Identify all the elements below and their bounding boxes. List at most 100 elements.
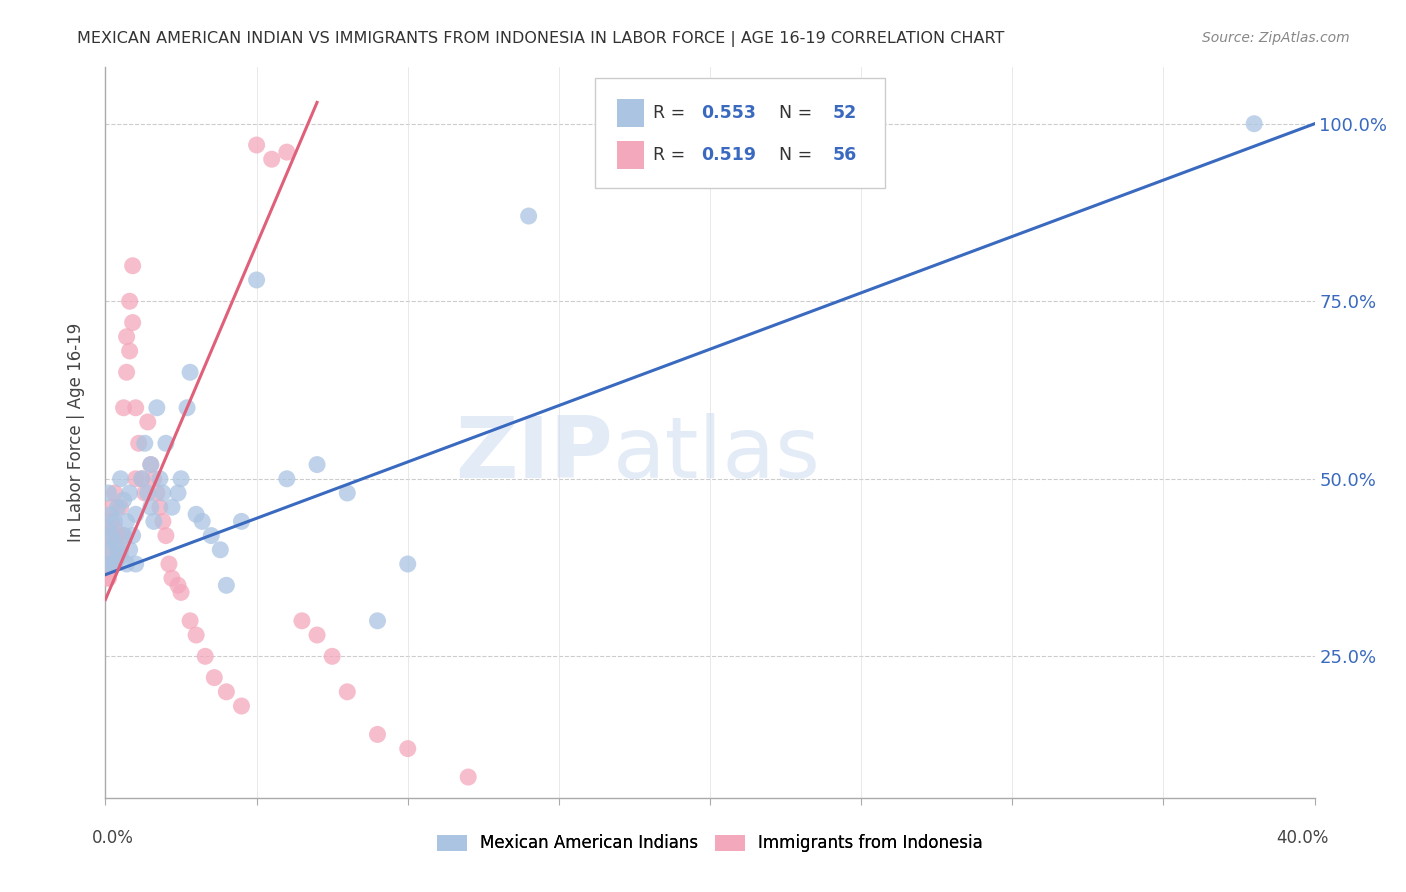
Point bbox=[457, 770, 479, 784]
Point bbox=[215, 578, 238, 592]
Point bbox=[136, 486, 159, 500]
Point bbox=[179, 365, 201, 379]
Text: 0.0%: 0.0% bbox=[91, 829, 134, 847]
Point bbox=[202, 671, 225, 685]
Point bbox=[149, 472, 172, 486]
FancyBboxPatch shape bbox=[595, 78, 886, 187]
Point bbox=[134, 436, 156, 450]
Point bbox=[396, 741, 419, 756]
Point bbox=[110, 542, 132, 557]
Point bbox=[112, 528, 135, 542]
Point bbox=[112, 401, 135, 415]
Text: Source: ZipAtlas.com: Source: ZipAtlas.com bbox=[1202, 31, 1350, 45]
Point bbox=[118, 486, 141, 500]
Point bbox=[176, 401, 198, 415]
Point bbox=[97, 486, 120, 500]
Point bbox=[118, 294, 141, 309]
Point bbox=[96, 571, 118, 585]
Point bbox=[121, 259, 143, 273]
Text: ZIP: ZIP bbox=[456, 413, 613, 496]
Point bbox=[118, 343, 141, 358]
Point bbox=[124, 472, 148, 486]
Point bbox=[103, 557, 125, 571]
Point bbox=[124, 508, 148, 522]
Point bbox=[146, 401, 169, 415]
Point bbox=[121, 316, 143, 330]
Point bbox=[97, 571, 120, 585]
Point bbox=[167, 578, 190, 592]
Point bbox=[110, 549, 132, 564]
Point bbox=[115, 330, 138, 344]
Point bbox=[103, 535, 125, 549]
Point bbox=[115, 557, 138, 571]
Point bbox=[131, 472, 153, 486]
Text: 0.553: 0.553 bbox=[702, 104, 756, 122]
Point bbox=[191, 515, 214, 529]
Point bbox=[103, 515, 125, 529]
Point bbox=[98, 564, 121, 578]
Point bbox=[139, 458, 162, 472]
Point bbox=[131, 472, 153, 486]
Text: 40.0%: 40.0% bbox=[1277, 829, 1329, 847]
Point bbox=[103, 486, 125, 500]
Point bbox=[396, 557, 419, 571]
Point bbox=[1243, 117, 1265, 131]
Point bbox=[200, 528, 222, 542]
Point bbox=[276, 145, 298, 160]
Point bbox=[142, 515, 165, 529]
Point bbox=[100, 500, 122, 515]
Legend: Mexican American Indians, Immigrants from Indonesia: Mexican American Indians, Immigrants fro… bbox=[437, 834, 983, 852]
Text: N =: N = bbox=[768, 104, 818, 122]
Point bbox=[107, 549, 129, 564]
Point bbox=[291, 614, 314, 628]
Point bbox=[321, 649, 343, 664]
Point bbox=[118, 542, 141, 557]
Point bbox=[121, 528, 143, 542]
Point bbox=[107, 528, 129, 542]
Text: atlas: atlas bbox=[613, 413, 821, 496]
Text: R =: R = bbox=[654, 104, 690, 122]
Point bbox=[124, 557, 148, 571]
Point bbox=[194, 649, 217, 664]
FancyBboxPatch shape bbox=[617, 99, 644, 127]
Point bbox=[146, 486, 169, 500]
Point bbox=[139, 500, 162, 515]
FancyBboxPatch shape bbox=[617, 141, 644, 169]
Point bbox=[98, 542, 121, 557]
Point bbox=[260, 152, 283, 166]
Point bbox=[517, 209, 540, 223]
Point bbox=[336, 685, 359, 699]
Point bbox=[179, 614, 201, 628]
Text: N =: N = bbox=[768, 145, 818, 163]
Point bbox=[98, 528, 121, 542]
Point bbox=[155, 528, 177, 542]
Point bbox=[215, 685, 238, 699]
Point bbox=[100, 528, 122, 542]
Point bbox=[366, 614, 388, 628]
Point bbox=[112, 493, 135, 508]
Point bbox=[103, 521, 125, 535]
Point bbox=[246, 273, 269, 287]
Point bbox=[107, 542, 129, 557]
Point bbox=[167, 486, 190, 500]
Point bbox=[160, 571, 183, 585]
Point bbox=[231, 515, 253, 529]
Point bbox=[157, 557, 180, 571]
Point bbox=[209, 542, 232, 557]
Text: R =: R = bbox=[654, 145, 690, 163]
Point bbox=[100, 515, 122, 529]
Text: 56: 56 bbox=[832, 145, 856, 163]
Point bbox=[170, 585, 193, 599]
Point bbox=[149, 500, 172, 515]
Text: MEXICAN AMERICAN INDIAN VS IMMIGRANTS FROM INDONESIA IN LABOR FORCE | AGE 16-19 : MEXICAN AMERICAN INDIAN VS IMMIGRANTS FR… bbox=[77, 31, 1005, 47]
Point bbox=[307, 628, 329, 642]
Point bbox=[97, 542, 120, 557]
Point bbox=[336, 486, 359, 500]
Point bbox=[152, 486, 174, 500]
Point bbox=[107, 500, 129, 515]
Point bbox=[155, 436, 177, 450]
Point bbox=[128, 436, 150, 450]
Point bbox=[100, 557, 122, 571]
Point bbox=[246, 138, 269, 153]
Point bbox=[139, 458, 162, 472]
